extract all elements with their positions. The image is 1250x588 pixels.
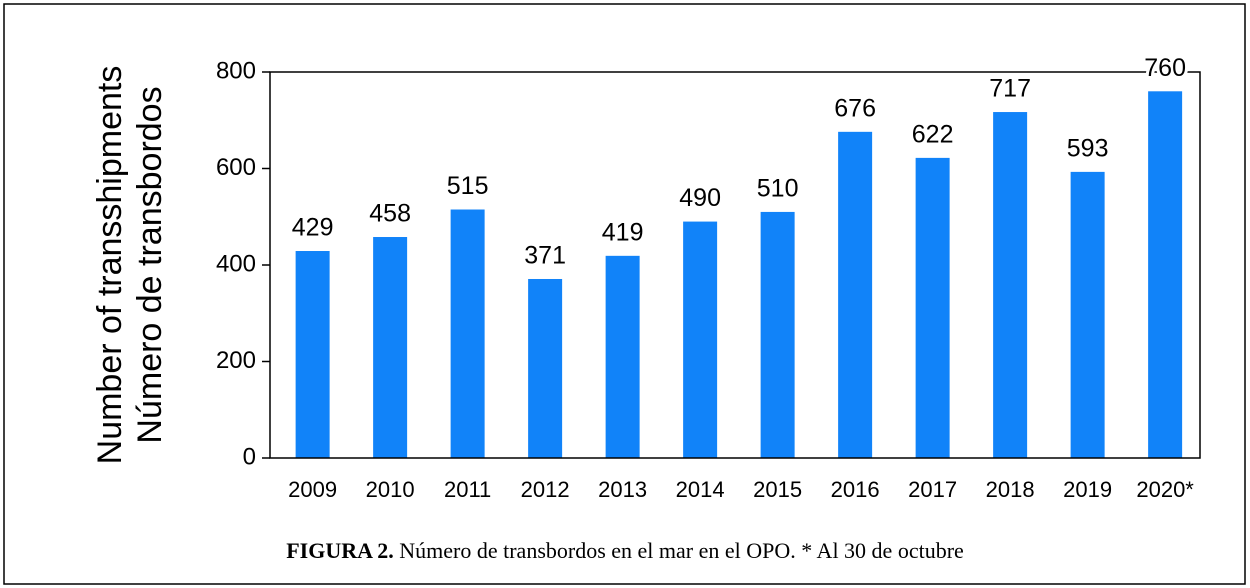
bar bbox=[915, 157, 950, 458]
x-tick-label: 2012 bbox=[521, 477, 570, 502]
x-tick-label: 2009 bbox=[288, 477, 337, 502]
data-label: 510 bbox=[757, 175, 799, 203]
y-axis-title: Number of transshipments bbox=[91, 66, 129, 465]
data-label: 622 bbox=[912, 120, 954, 148]
bar bbox=[295, 251, 330, 458]
bar bbox=[1070, 171, 1105, 458]
caption: FIGURA 2. Número de transbordos en el ma… bbox=[286, 538, 964, 563]
bar bbox=[993, 112, 1028, 459]
x-tick-label: 2013 bbox=[598, 477, 647, 502]
bar bbox=[683, 221, 718, 458]
y-axis-title: Número de transbordos bbox=[131, 86, 169, 443]
x-tick-label: 2015 bbox=[753, 477, 802, 502]
data-label: 760 bbox=[1144, 54, 1186, 82]
x-tick-label: 2018 bbox=[986, 477, 1035, 502]
data-label: 419 bbox=[602, 218, 644, 246]
x-tick-label: 2019 bbox=[1063, 477, 1112, 502]
plot-frame bbox=[269, 71, 1201, 459]
caption-text: Número de transbordos en el mar en el OP… bbox=[399, 538, 964, 563]
bar bbox=[450, 209, 485, 458]
data-label: 458 bbox=[369, 200, 411, 228]
x-tick-label: 2011 bbox=[444, 477, 491, 502]
bar bbox=[1148, 91, 1183, 459]
x-tick-label: 2016 bbox=[831, 477, 880, 502]
data-label: 490 bbox=[679, 184, 721, 212]
y-tick-label: 400 bbox=[216, 250, 256, 277]
bar bbox=[605, 255, 640, 458]
x-tick-label: 2020* bbox=[1136, 477, 1194, 502]
y-tick-label: 200 bbox=[216, 347, 256, 374]
data-label: 515 bbox=[447, 172, 489, 200]
x-tick-label: 2017 bbox=[908, 477, 957, 502]
y-tick-label: 800 bbox=[216, 57, 256, 84]
caption-label: FIGURA 2. bbox=[286, 538, 394, 563]
data-label: 593 bbox=[1067, 134, 1109, 162]
data-label: 676 bbox=[834, 94, 876, 122]
bar bbox=[760, 211, 795, 458]
x-tick-label: 2010 bbox=[366, 477, 415, 502]
y-tick-label: 600 bbox=[216, 154, 256, 181]
data-label: 717 bbox=[989, 75, 1031, 103]
figure-border bbox=[3, 3, 1246, 585]
bar bbox=[373, 237, 408, 458]
bar bbox=[838, 131, 873, 458]
bar bbox=[528, 278, 563, 458]
data-label: 371 bbox=[524, 242, 566, 270]
x-tick-label: 2014 bbox=[676, 477, 725, 502]
data-label: 429 bbox=[292, 214, 334, 242]
y-tick-label: 0 bbox=[243, 443, 256, 470]
